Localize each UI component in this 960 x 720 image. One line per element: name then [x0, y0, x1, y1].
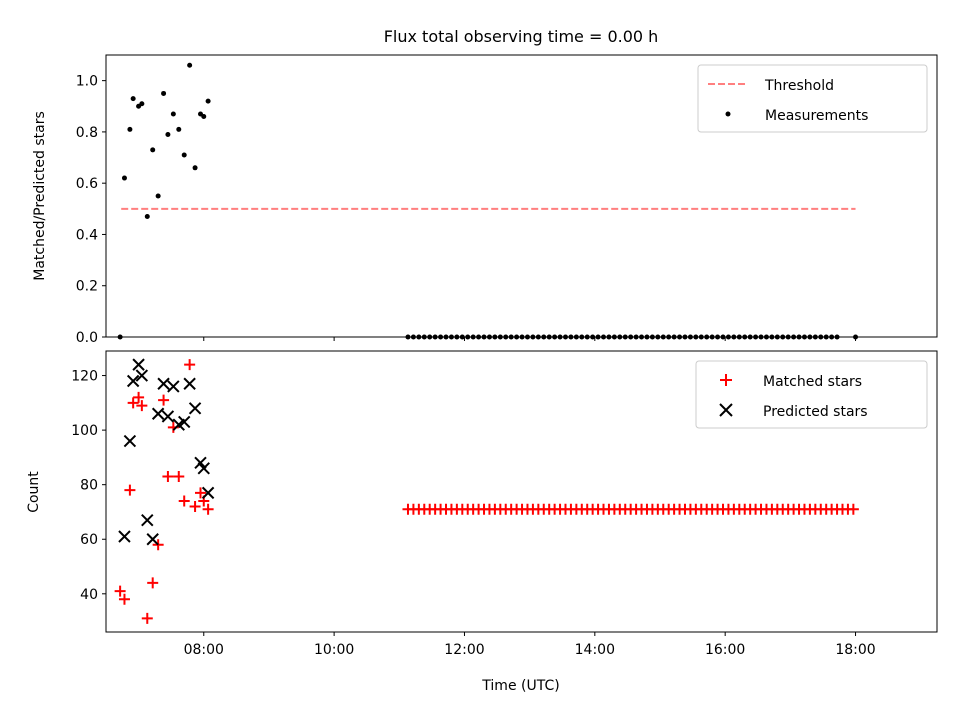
- top-y-tick-label: 1.0: [76, 74, 98, 90]
- predicted-star-marker: [151, 407, 165, 420]
- predicted-star-marker: [161, 410, 175, 423]
- matched-star-marker: [133, 391, 145, 403]
- top-plot-area: [117, 62, 859, 340]
- x-tick-label: 16:00: [705, 642, 745, 658]
- matched-star-marker: [124, 484, 136, 496]
- bottom-y-tick-label: 100: [71, 423, 98, 439]
- predicted-star-marker: [183, 377, 196, 390]
- measurement-point: [161, 90, 167, 96]
- bottom-y-tick-label: 60: [80, 532, 98, 548]
- matched-star-marker: [202, 503, 214, 515]
- matched-star-marker: [189, 501, 201, 513]
- predicted-star-marker: [167, 380, 180, 393]
- measurement-point: [155, 193, 161, 199]
- top-y-tick-label: 0.0: [76, 330, 98, 346]
- measurement-point: [165, 131, 171, 137]
- matched-stars-legend-swatch: [720, 374, 732, 386]
- measurement-point: [150, 147, 156, 153]
- predicted-star-marker: [201, 486, 215, 500]
- measurement-point: [144, 214, 150, 220]
- top-y-tick-label: 0.4: [76, 227, 98, 243]
- measurement-point: [187, 62, 193, 68]
- matched-star-marker: [184, 359, 196, 371]
- top-axes-frame: [105, 54, 938, 338]
- predicted-star-marker: [197, 462, 210, 475]
- predicted-star-marker: [135, 369, 149, 382]
- x-tick-label: 12:00: [444, 642, 484, 658]
- top-legend-box: [697, 64, 928, 133]
- measurement-point: [170, 111, 176, 117]
- matched-star-marker: [141, 612, 153, 624]
- measurement-point: [130, 96, 136, 102]
- bottom-panel: 40 60 80 100 120 08:00 10:00 12:00 14:00 16:00 18…: [26, 350, 938, 694]
- bottom-y-axis-label: Count: [26, 471, 42, 513]
- bottom-legend: Matched stars Predicted stars: [695, 360, 928, 429]
- matched-star-marker: [136, 400, 148, 412]
- matched-star-marker: [178, 495, 190, 507]
- top-y-tick-label: 0.2: [76, 279, 98, 295]
- matched-star-marker: [173, 470, 185, 482]
- legend-measurements-label: Measurements: [765, 108, 868, 124]
- top-y-tick-label: 0.8: [76, 125, 98, 141]
- top-legend: Threshold Measurements: [697, 64, 928, 133]
- measurement-point: [139, 101, 145, 107]
- bottom-plot-area: [114, 358, 859, 624]
- legend-threshold-label: Threshold: [764, 78, 834, 94]
- predicted-stars-legend-swatch: [719, 403, 733, 417]
- matched-star-marker: [195, 487, 207, 499]
- predicted-star-marker: [123, 434, 137, 448]
- measurement-point: [127, 126, 133, 132]
- measurement-point: [181, 152, 187, 158]
- predicted-star-marker: [188, 402, 202, 415]
- bottom-y-tick-label: 80: [80, 478, 98, 494]
- x-axis-label: Time (UTC): [481, 678, 559, 694]
- top-x-ticks: [203, 337, 857, 341]
- bottom-y-tick-label: 120: [71, 369, 98, 385]
- predicted-star-marker: [178, 415, 191, 429]
- top-y-tick-label: 0.6: [76, 176, 98, 192]
- predicted-star-marker: [146, 533, 159, 546]
- matched-star-marker: [162, 470, 174, 482]
- predicted-star-marker: [141, 513, 154, 527]
- bottom-axes-frame: [105, 350, 938, 633]
- legend-matched-label: Matched stars: [763, 374, 862, 390]
- x-tick-label: 14:00: [575, 642, 615, 658]
- bottom-legend-box: [695, 360, 928, 429]
- top-y-ticks: 0.0 0.2 0.4 0.6 0.8 1.0: [76, 74, 106, 346]
- top-y-axis-label: Matched/Predicted stars: [32, 111, 48, 281]
- x-tick-label: 18:00: [835, 642, 875, 658]
- matched-star-marker: [114, 585, 126, 597]
- x-tick-label: 08:00: [184, 642, 224, 658]
- predicted-star-marker: [118, 530, 131, 543]
- bottom-y-ticks: 40 60 80 100 120: [71, 369, 106, 603]
- x-tick-label: 10:00: [314, 642, 354, 658]
- legend-predicted-label: Predicted stars: [763, 404, 868, 420]
- measurement-point: [205, 98, 211, 104]
- bottom-x-ticks: 08:00 10:00 12:00 14:00 16:00 18:00: [184, 632, 876, 658]
- measurements-legend-swatch: [725, 111, 731, 117]
- matched-star-marker: [158, 394, 170, 406]
- predicted-star-marker: [132, 358, 145, 371]
- chart-title: Flux total observing time = 0.00 h: [384, 27, 659, 46]
- matched-star-marker: [118, 593, 130, 605]
- matched-star-marker: [127, 397, 139, 409]
- measurement-point: [121, 175, 127, 181]
- measurement-point: [201, 114, 207, 120]
- bottom-y-tick-label: 40: [80, 587, 98, 603]
- top-panel: 0.0 0.2 0.4 0.6 0.8 1.0 Matched/Predicted sta…: [32, 54, 938, 346]
- matched-star-marker: [847, 503, 859, 515]
- predicted-star-marker: [126, 374, 140, 388]
- matched-star-marker: [147, 577, 159, 589]
- measurement-point: [192, 165, 198, 171]
- predicted-star-marker: [157, 377, 170, 390]
- measurement-point: [176, 126, 182, 132]
